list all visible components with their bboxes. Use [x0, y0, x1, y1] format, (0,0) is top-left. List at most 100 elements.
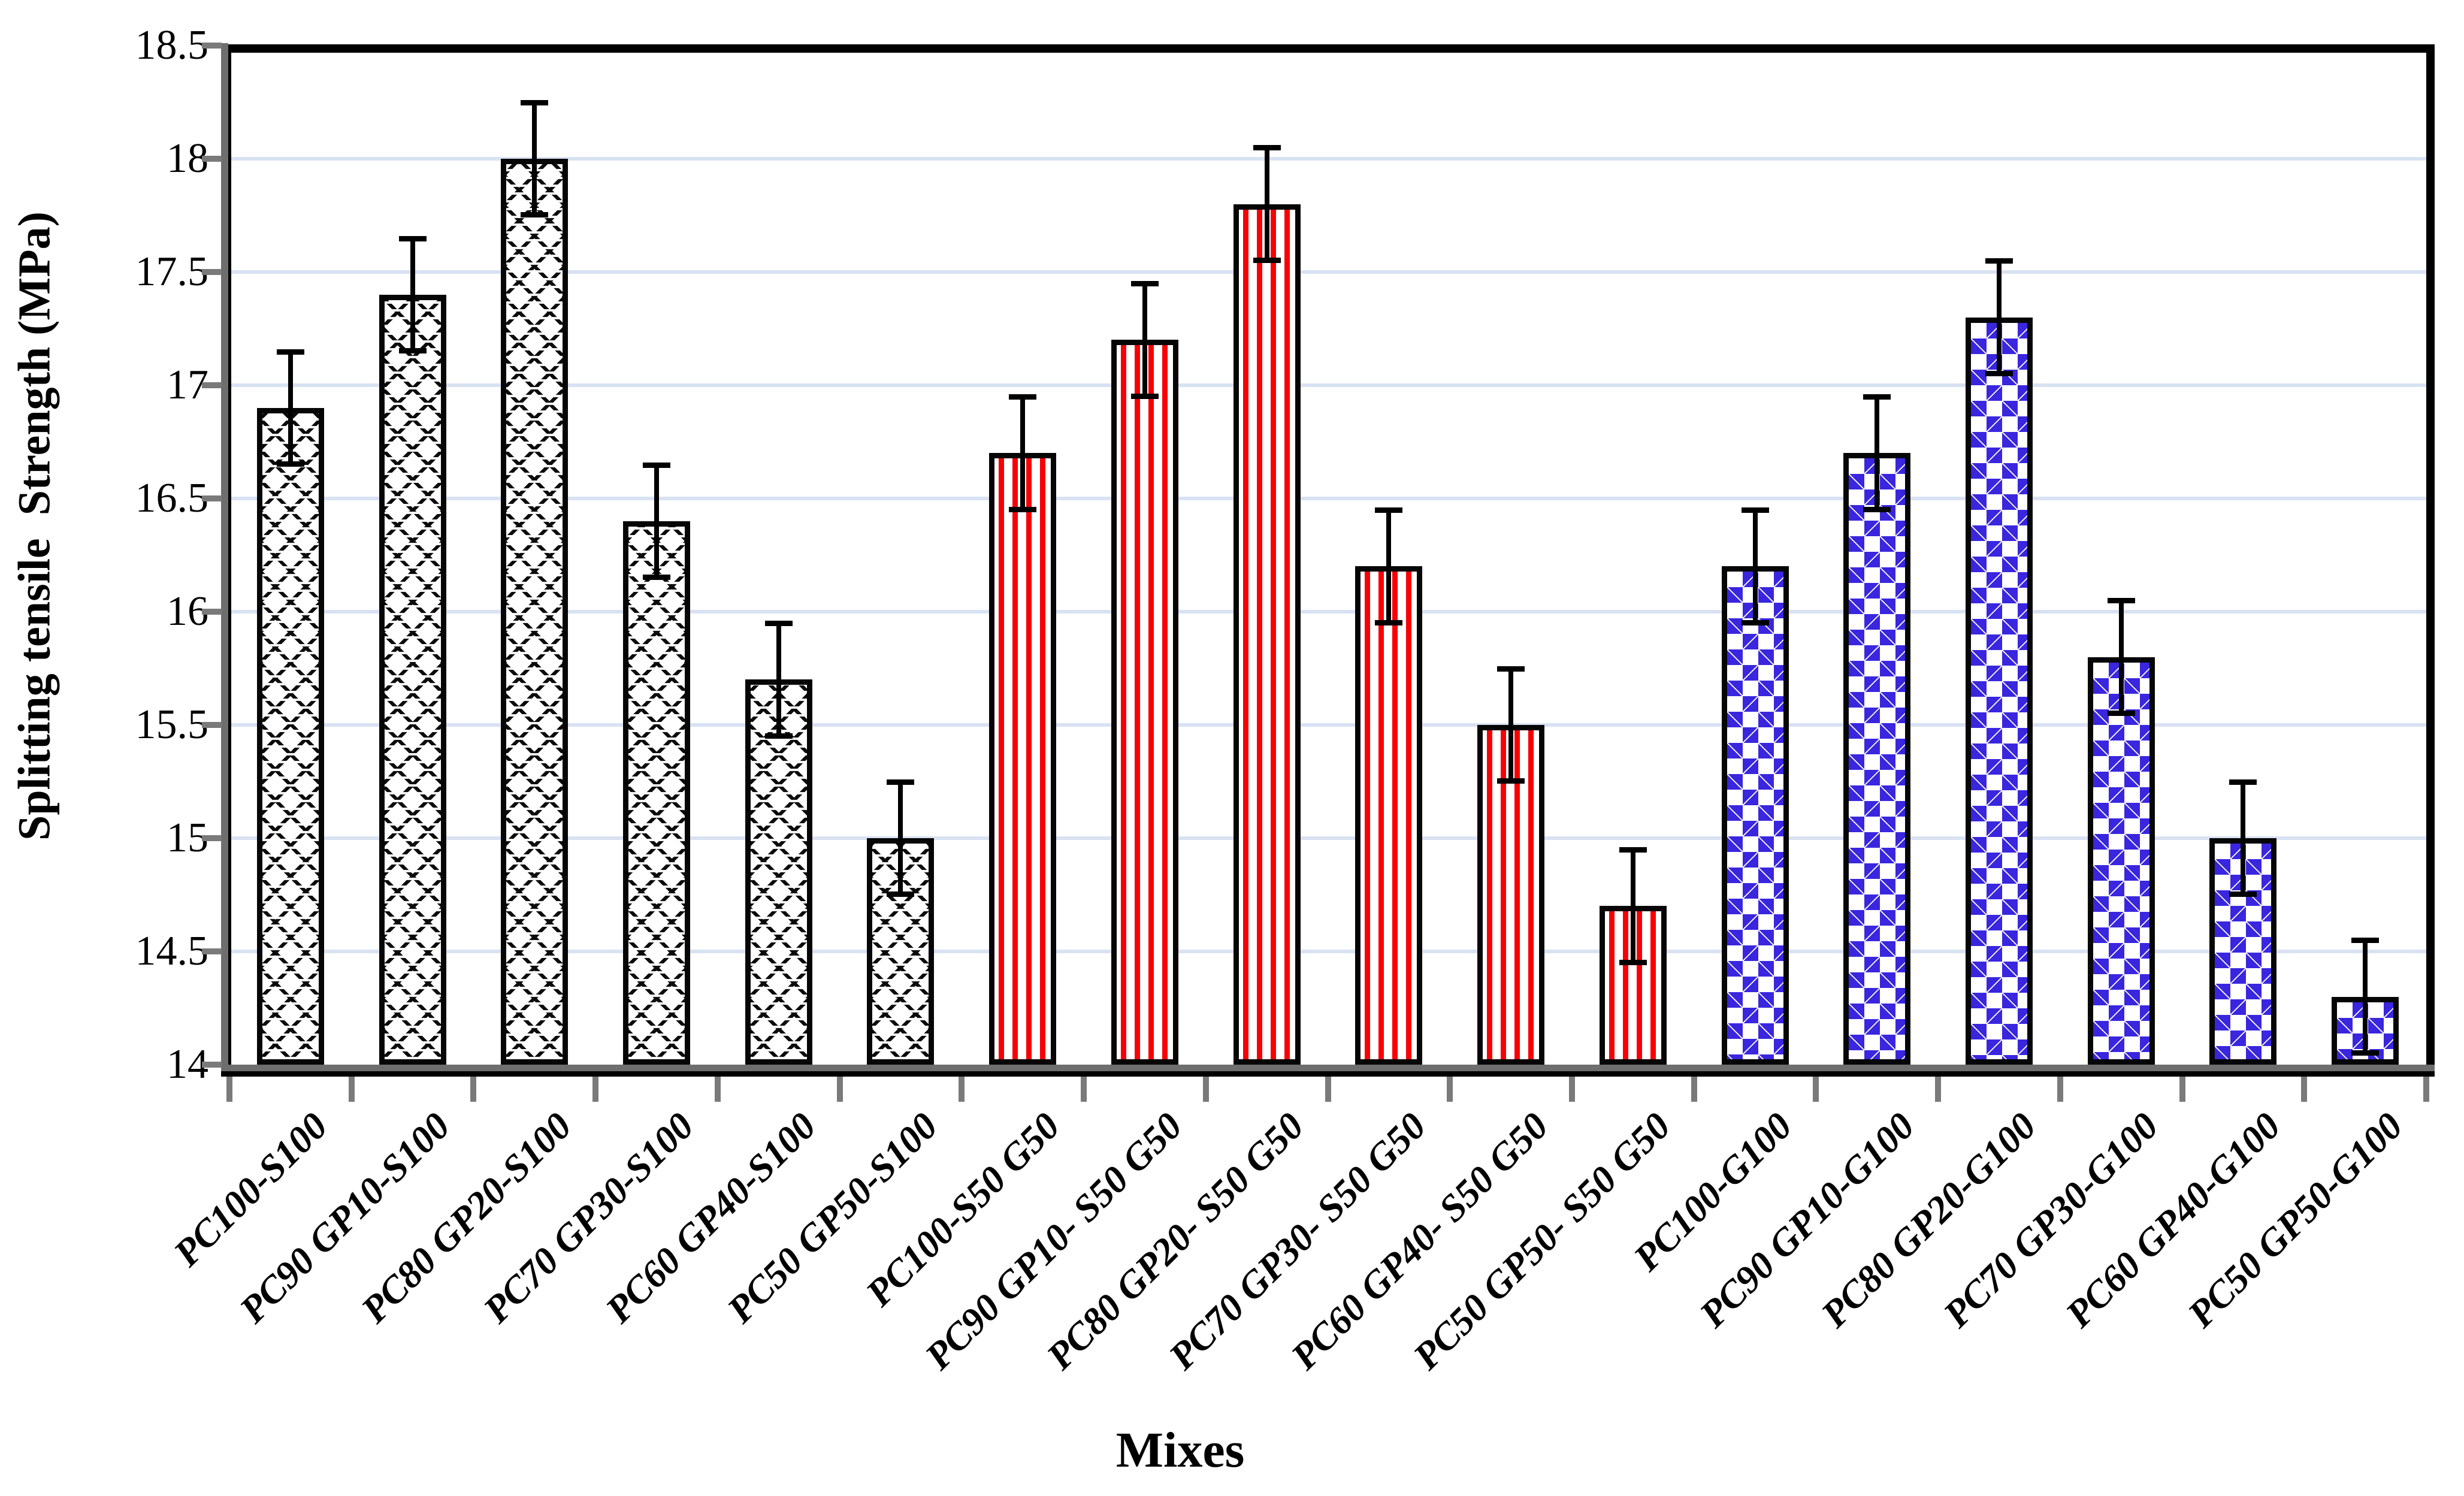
error-bar-part: [764, 733, 793, 739]
error-bar-part: [1619, 959, 1647, 965]
error-bar-part: [1741, 619, 1769, 625]
error-bar-part: [898, 779, 903, 897]
gridline-17.5: [229, 270, 2426, 274]
bar-PC60 GP40-S100: [745, 679, 812, 1065]
x-tick-5: [836, 1077, 843, 1102]
error-bar-PC60 GP40-S100: [764, 621, 793, 739]
error-bar-part: [2363, 938, 2368, 1056]
error-bar-part: [1130, 281, 1159, 287]
x-tick-15: [2057, 1077, 2063, 1102]
error-bar-part: [1497, 778, 1525, 784]
x-tick-label-PC80 GP20-S100: PC80 GP20-S100: [353, 1104, 580, 1331]
x-tick-18: [2423, 1077, 2429, 1102]
error-bar-part: [1863, 506, 1891, 512]
gridline-16: [229, 610, 2426, 613]
x-tick-7: [1081, 1077, 1087, 1102]
error-bar-part: [1741, 507, 1769, 513]
bar-PC100-G100: [1721, 566, 1789, 1065]
error-bar-part: [1619, 847, 1647, 853]
x-tick-2: [470, 1077, 477, 1102]
y-tick-16: [202, 609, 222, 615]
y-tick-16.5: [202, 495, 222, 501]
x-tick-label-PC50 GP50-G100: PC50 GP50-G100: [2179, 1104, 2411, 1335]
x-tick-label-PC50 GP50-S100: PC50 GP50-S100: [719, 1104, 946, 1331]
error-bar-part: [1863, 394, 1891, 400]
error-bar-PC70 GP30- S50 G50: [1375, 507, 1403, 625]
error-bar-part: [1130, 393, 1159, 399]
error-bar-part: [532, 99, 537, 218]
x-tick-8: [1202, 1077, 1209, 1102]
gridline-15: [229, 836, 2426, 840]
y-tick-15.5: [202, 722, 222, 728]
error-bar-part: [1386, 507, 1392, 625]
error-bar-PC60 GP40-G100: [2229, 779, 2257, 897]
error-bar-part: [288, 349, 293, 467]
y-tick-label-17: 17: [167, 362, 208, 408]
bar-PC90 GP10-S100: [379, 294, 446, 1065]
bar-PC80 GP20-G100: [1965, 317, 2033, 1065]
x-axis-title: Mixes: [1115, 1422, 1245, 1478]
error-bar-part: [2351, 938, 2380, 944]
error-bar-part: [1752, 507, 1758, 625]
x-tick-4: [714, 1077, 721, 1102]
error-bar-part: [1875, 394, 1880, 512]
x-tick-label-PC70 GP30-S100: PC70 GP30-S100: [475, 1104, 702, 1331]
x-tick-label-PC70 GP30-G100: PC70 GP30-G100: [1935, 1104, 2167, 1335]
error-bar-PC80 GP20-G100: [1985, 258, 2013, 376]
error-bar-part: [521, 212, 549, 218]
error-bar-part: [2229, 891, 2257, 897]
x-tick-9: [1325, 1077, 1331, 1102]
error-bar-part: [2107, 598, 2135, 604]
error-bar-PC50 GP50-G100: [2351, 938, 2380, 1056]
error-bar-part: [1375, 619, 1403, 625]
error-bar-PC90 GP10-G100: [1863, 394, 1891, 512]
error-bar-PC70 GP30-S100: [643, 462, 671, 581]
y-tick-14.5: [202, 948, 222, 954]
error-bar-part: [276, 349, 304, 355]
x-tick-label-PC60 GP40-G100: PC60 GP40-G100: [2057, 1104, 2288, 1335]
x-tick-16: [2179, 1077, 2185, 1102]
error-bar-PC50 GP50-S100: [887, 779, 915, 897]
error-bar-part: [398, 348, 427, 354]
error-bar-part: [1009, 394, 1037, 400]
bar-PC70 GP30-S100: [623, 521, 691, 1065]
error-bar-part: [276, 461, 304, 467]
x-tick-12: [1691, 1077, 1697, 1102]
x-axis-line: [221, 1065, 2435, 1071]
error-bar-part: [776, 621, 781, 739]
x-axis-line-accent: [221, 1071, 2435, 1077]
error-bar-part: [410, 235, 415, 354]
y-tick-label-18: 18: [167, 135, 208, 182]
bar-PC60 GP40- S50 G50: [1477, 725, 1545, 1065]
bar-PC100-S50 G50: [989, 453, 1057, 1065]
y-tick-18.5: [202, 43, 222, 49]
error-bar-part: [1142, 281, 1147, 399]
x-tick-label-PC90 GP10-S100: PC90 GP10-S100: [231, 1104, 458, 1331]
x-tick-label-PC80 GP20-G100: PC80 GP20-G100: [1813, 1104, 2045, 1335]
gridline-15.5: [229, 723, 2426, 727]
y-axis-line-accent: [228, 44, 231, 1071]
error-bar-part: [1264, 145, 1269, 263]
error-bar-PC70 GP30-G100: [2107, 598, 2135, 716]
error-bar-PC100-S50 G50: [1009, 394, 1037, 512]
y-axis-line: [221, 43, 228, 1072]
gridline-17: [229, 383, 2426, 387]
error-bar-part: [887, 779, 915, 785]
x-tick-10: [1447, 1077, 1453, 1102]
bar-PC50 GP50-S100: [867, 838, 935, 1065]
y-tick-label-14.5: 14.5: [135, 928, 209, 974]
error-bar-PC80 GP20-S100: [521, 99, 549, 218]
y-tick-18: [202, 156, 222, 162]
error-bar-part: [1009, 506, 1037, 512]
error-bar-PC100-G100: [1741, 507, 1769, 625]
error-bar-PC60 GP40- S50 G50: [1497, 666, 1525, 784]
y-tick-label-15: 15: [167, 815, 208, 861]
error-bar-part: [1375, 507, 1403, 513]
x-tick-3: [592, 1077, 599, 1102]
error-bar-part: [1985, 370, 2013, 376]
error-bar-part: [2241, 779, 2246, 897]
y-tick-label-17.5: 17.5: [135, 249, 209, 295]
y-tick-label-18.5: 18.5: [135, 22, 209, 68]
error-bar-part: [643, 575, 671, 581]
x-tick-label-PC90 GP10-G100: PC90 GP10-G100: [1691, 1104, 1922, 1335]
